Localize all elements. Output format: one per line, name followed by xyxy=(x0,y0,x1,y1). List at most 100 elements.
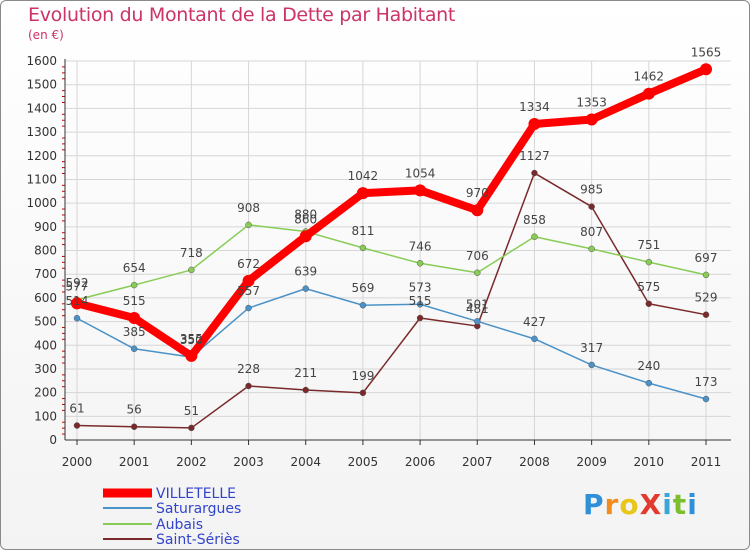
data-label: 56 xyxy=(127,403,142,417)
y-tick-label: 1000 xyxy=(26,196,57,210)
x-tick-label: 2010 xyxy=(634,455,665,469)
x-tick-label: 2008 xyxy=(519,455,550,469)
data-point xyxy=(302,285,309,292)
data-point xyxy=(702,271,710,279)
y-tick-label: 100 xyxy=(34,409,57,423)
data-label: 1565 xyxy=(691,45,722,59)
data-point xyxy=(700,63,712,76)
data-label: 697 xyxy=(695,251,718,265)
chart-subtitle: (en €) xyxy=(28,28,64,42)
data-label: 515 xyxy=(409,294,432,308)
data-label: 1042 xyxy=(348,169,379,183)
proxiti-logo: ProXiti xyxy=(583,488,698,521)
data-label: 173 xyxy=(695,375,718,389)
data-point xyxy=(528,118,541,131)
data-point xyxy=(531,335,538,343)
data-point xyxy=(130,423,138,430)
y-tick-label: 600 xyxy=(34,291,57,305)
y-tick-label: 400 xyxy=(34,338,57,352)
series-line-villetelle xyxy=(73,65,710,360)
data-label: 592 xyxy=(66,276,89,290)
y-tick-label: 200 xyxy=(34,386,57,400)
data-label: 858 xyxy=(523,213,546,227)
data-label: 807 xyxy=(580,225,603,239)
data-label: 228 xyxy=(237,362,260,376)
series-line-saint-sériès xyxy=(76,172,707,429)
data-point xyxy=(585,113,598,126)
data-point xyxy=(188,424,195,432)
y-tick-label: 1200 xyxy=(26,149,57,163)
y-tick-label: 900 xyxy=(34,220,57,234)
data-point xyxy=(642,87,655,100)
x-tick-label: 2006 xyxy=(405,455,436,469)
data-point xyxy=(71,297,83,310)
y-tick-label: 700 xyxy=(34,267,57,281)
data-label: 654 xyxy=(123,261,146,275)
x-tick-label: 2003 xyxy=(233,455,264,469)
series-line-aubais xyxy=(76,224,707,301)
data-label: 746 xyxy=(409,239,432,253)
data-label: 240 xyxy=(637,359,660,373)
data-label: 985 xyxy=(580,183,603,197)
data-label: 577 xyxy=(66,279,89,293)
data-point xyxy=(359,301,367,309)
x-tick-label: 2001 xyxy=(119,455,150,469)
data-point xyxy=(416,301,424,308)
data-label: 880 xyxy=(294,208,317,222)
y-tick-label: 1500 xyxy=(26,78,57,92)
x-tick-label: 2005 xyxy=(348,455,379,469)
y-tick-label: 800 xyxy=(34,244,57,258)
data-point xyxy=(299,230,312,243)
data-point xyxy=(531,169,538,177)
x-tick-label: 2009 xyxy=(576,455,607,469)
data-point xyxy=(359,244,367,252)
data-label: 751 xyxy=(637,238,660,252)
data-point xyxy=(128,312,141,325)
data-point xyxy=(245,221,252,229)
data-label: 501 xyxy=(466,297,489,311)
data-label: 1353 xyxy=(576,96,607,110)
x-tick-label: 2004 xyxy=(290,455,321,469)
data-point xyxy=(185,349,198,362)
data-point xyxy=(588,203,595,210)
data-point xyxy=(73,314,81,322)
data-label: 317 xyxy=(580,341,603,355)
y-tick-label: 1100 xyxy=(26,172,57,186)
chart-title: Evolution du Montant de la Dette par Hab… xyxy=(28,4,456,26)
data-label: 385 xyxy=(123,325,146,339)
data-label: 355 xyxy=(180,332,203,346)
data-point xyxy=(702,311,710,318)
data-point xyxy=(356,187,369,200)
data-label: 211 xyxy=(294,366,317,380)
data-point xyxy=(130,345,138,353)
data-label: 514 xyxy=(66,294,89,308)
y-tick-label: 1400 xyxy=(26,101,57,115)
data-point xyxy=(359,389,367,397)
series-line-saturargues xyxy=(76,287,707,400)
data-label: 569 xyxy=(351,281,374,295)
data-label: 718 xyxy=(180,246,203,260)
y-tick-label: 300 xyxy=(34,362,57,376)
data-label: 811 xyxy=(351,224,374,238)
data-point xyxy=(474,269,481,277)
data-point xyxy=(414,184,427,197)
data-label: 557 xyxy=(237,284,260,298)
x-tick-label: 2000 xyxy=(62,455,93,469)
data-label: 908 xyxy=(237,201,260,215)
data-point xyxy=(588,361,595,369)
y-tick-label: 1300 xyxy=(26,125,57,139)
data-point xyxy=(588,245,595,253)
x-tick-label: 2011 xyxy=(691,455,722,469)
data-point xyxy=(702,395,710,403)
data-label: 199 xyxy=(351,369,374,383)
data-point xyxy=(416,260,424,267)
data-label: 481 xyxy=(466,302,489,316)
y-tick-label: 1600 xyxy=(26,54,57,68)
data-label: 1334 xyxy=(519,100,550,114)
data-label: 1127 xyxy=(519,149,550,163)
data-label: 529 xyxy=(695,291,718,305)
data-label: 573 xyxy=(409,280,432,294)
data-label: 1054 xyxy=(405,166,436,180)
data-point xyxy=(245,382,252,390)
